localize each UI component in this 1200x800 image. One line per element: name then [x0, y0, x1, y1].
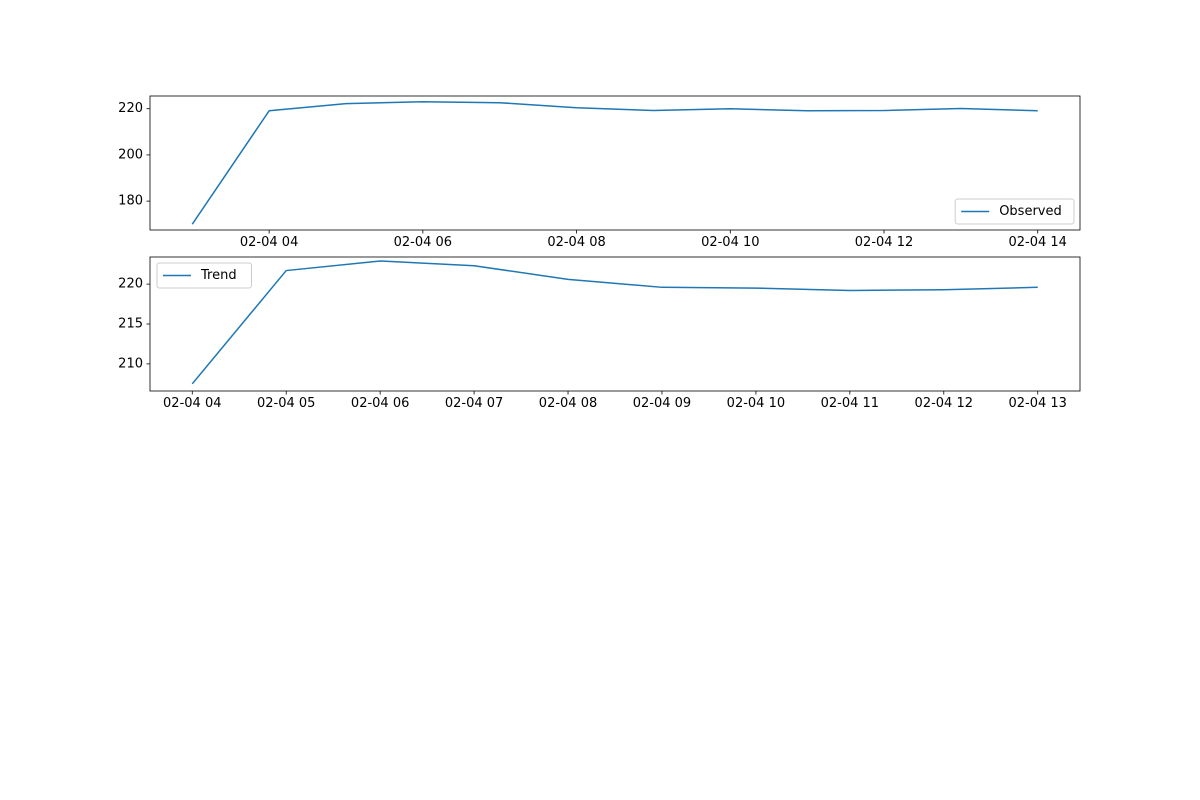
x-tick-label: 02-04 11 [821, 396, 879, 411]
y-tick-label: 210 [118, 356, 143, 371]
x-tick-label: 02-04 06 [394, 235, 452, 250]
x-tick-label: 02-04 07 [445, 396, 503, 411]
x-tick-label: 02-04 14 [1009, 235, 1067, 250]
legend-box [156, 262, 252, 289]
x-tick-label: 02-04 05 [257, 396, 315, 411]
x-tick-label: 02-04 09 [633, 396, 691, 411]
legend-label: Trend [200, 268, 237, 283]
axes-frame [149, 95, 1081, 231]
series-line-observed [191, 101, 1038, 225]
legend-box [954, 198, 1075, 225]
legend: Trend [156, 262, 252, 289]
chart-panel-2: 210 215 220 02-04 04 02-04 05 02-04 06 02-04 0… [118, 256, 1081, 411]
x-tick-label: 02-04 13 [1009, 396, 1067, 411]
y-tick-label: 180 [118, 194, 143, 209]
legend: Observed [954, 198, 1075, 225]
x-tick-label: 02-04 04 [240, 235, 298, 250]
x-tick-label: 02-04 10 [701, 235, 759, 250]
legend-label: Observed [999, 204, 1062, 219]
y-tick-label: 200 [118, 147, 143, 162]
x-tick-label: 02-04 06 [351, 396, 409, 411]
x-tick-label: 02-04 12 [915, 396, 973, 411]
y-tick-label: 220 [118, 277, 143, 292]
y-tick-label: 220 [118, 101, 143, 116]
chart-panel-1: 180 200 220 02-04 04 02-04 06 02-04 08 02-04 1… [118, 95, 1081, 250]
x-tick-label: 02-04 08 [547, 235, 605, 250]
chart-panels: 180 200 220 02-04 04 02-04 06 02-04 08 02-04 1… [118, 95, 1081, 411]
series-line-trend [191, 260, 1038, 385]
x-tick-label: 02-04 10 [727, 396, 785, 411]
x-tick-label: 02-04 12 [855, 235, 913, 250]
x-tick-label: 02-04 04 [163, 396, 221, 411]
x-tick-label: 02-04 08 [539, 396, 597, 411]
y-tick-label: 215 [118, 317, 143, 332]
